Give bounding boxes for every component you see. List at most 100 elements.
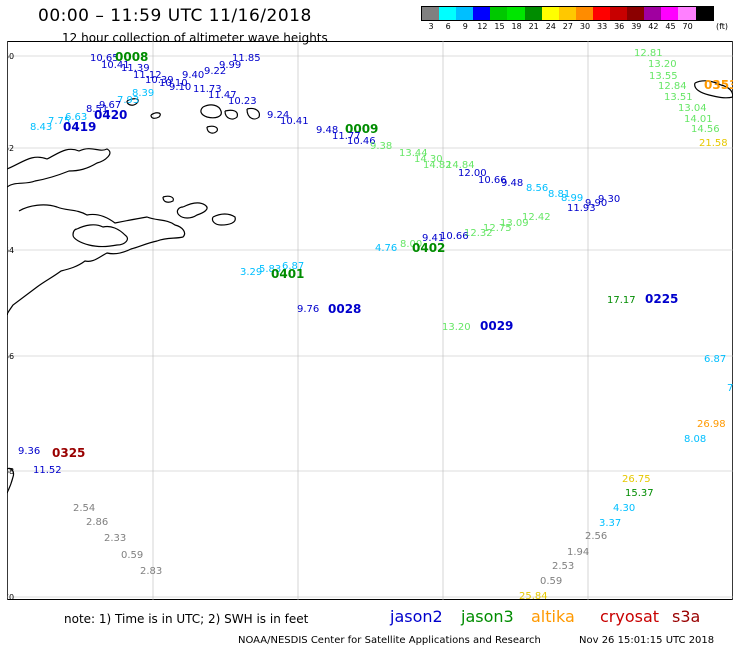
wave-height-label: 13.51 <box>664 92 693 103</box>
coastline-island-7 <box>206 125 218 134</box>
coastline-island-9 <box>7 467 15 494</box>
colorbar-tick-label: 45 <box>665 22 676 31</box>
wave-height-label: 17.17 <box>607 295 636 306</box>
wave-height-label: 14.84 <box>446 160 475 171</box>
wave-height-label: 12.42 <box>522 212 551 223</box>
colorbar-swatch <box>541 7 559 20</box>
colorbar-swatch <box>524 7 542 20</box>
colorbar-tick-label: 42 <box>648 22 659 31</box>
colorbar-swatch <box>610 7 628 20</box>
colorbar-swatch <box>592 7 611 20</box>
colorbar-tick-label: 33 <box>597 22 608 31</box>
wave-height-label: 6.87 <box>282 261 304 272</box>
wave-height-label: 13.44 <box>399 148 428 159</box>
wave-height-label: 10.66 <box>478 175 507 186</box>
wave-height-label: 9.41 <box>422 233 444 244</box>
wave-height-label: 4.76 <box>375 243 397 254</box>
legend-cryosat: cryosat <box>600 607 660 626</box>
coastline <box>7 80 733 494</box>
wave-height-label: 13.20 <box>648 59 677 70</box>
colorbar-swatch <box>575 7 593 20</box>
wave-height-label: 9.99 <box>219 60 241 71</box>
wave-height-label: 12.81 <box>634 48 663 59</box>
wave-height-label: 8.56 <box>526 183 548 194</box>
wave-height-label: 12.00 <box>458 168 487 179</box>
colorbar-swatch <box>422 7 440 20</box>
pass-time-label: 0402 <box>412 241 445 255</box>
wave-height-label: 13.55 <box>649 71 678 82</box>
wave-height-label: 9.38 <box>370 141 392 152</box>
latitude-label: -64 <box>7 246 14 255</box>
wave-height-label: 26.98 <box>697 419 726 430</box>
colorbar-tick-label: 39 <box>631 22 642 31</box>
wave-height-label: 15.37 <box>625 488 654 499</box>
coastline-island-4 <box>211 213 236 226</box>
wave-height-label: 12.75 <box>483 223 512 234</box>
legend-jason2: jason2 <box>390 607 443 626</box>
wave-height-label: 12.84 <box>658 81 687 92</box>
pass-time-label: 0009 <box>345 122 378 136</box>
wave-height-label: 14.30 <box>414 154 443 165</box>
wave-height-label: 10.65 <box>90 53 119 64</box>
pass-time-label: 0225 <box>645 292 678 306</box>
wave-height-label: 1.94 <box>567 547 589 558</box>
coastline-island-1 <box>7 204 186 316</box>
wave-height-label: 2.83 <box>140 566 162 577</box>
pass-time-label: 0325 <box>52 446 85 460</box>
coastline-island-5 <box>162 195 174 203</box>
wave-height-label: 0.59 <box>121 550 143 561</box>
graticule: -60-62-64-66-68-70-60-57-54-51-48-45 <box>7 41 733 601</box>
wave-height-label: 4.30 <box>613 503 635 514</box>
colorbar-tick-label: 15 <box>494 22 505 31</box>
colorbar-tick-label: (ft) <box>716 22 729 31</box>
colorbar-swatch <box>627 7 645 20</box>
wave-height-label: 3.29 <box>240 267 262 278</box>
wave-height-label: 11.77 <box>332 131 361 142</box>
wave-height-label: 11.52 <box>33 465 62 476</box>
wave-height-label: 13.20 <box>442 322 471 333</box>
colorbar-tick-label: 18 <box>511 22 522 31</box>
colorbar-swatch <box>644 7 662 20</box>
legend-s3a: s3a <box>672 607 701 626</box>
wave-height-label: 7.75 <box>48 116 70 127</box>
pass-time-label: 0353 <box>704 78 733 92</box>
colorbar-tick-label: 27 <box>562 22 573 31</box>
wave-height-label: 9.67 <box>99 100 121 111</box>
wave-height-label: 9.40 <box>182 70 204 81</box>
colorbar-tick-label: 12 <box>477 22 488 31</box>
wave-height-label: 25.84 <box>519 591 548 601</box>
colorbar-swatch <box>473 7 491 20</box>
colorbar-tick-label: 9 <box>462 22 468 31</box>
wave-height-label: 7.93 <box>117 95 139 106</box>
wave-height-label: 9.76 <box>297 304 319 315</box>
wave-height-label: 8.39 <box>132 88 154 99</box>
wave-height-label: 2.56 <box>585 531 607 542</box>
coastline-island-8 <box>694 80 733 99</box>
latitude-label: -66 <box>7 352 14 361</box>
colorbar-swatch <box>678 7 696 20</box>
coastline-island-2 <box>72 224 129 248</box>
wave-height-label: 12.32 <box>464 228 493 239</box>
wave-height-label: 9.30 <box>598 194 620 205</box>
pass-time-label: 0008 <box>115 50 148 64</box>
wave-height-label: 9.48 <box>316 125 338 136</box>
wave-height-label: 11.39 <box>121 63 150 74</box>
wave-height-label: 11.12 <box>133 70 162 81</box>
wave-height-label: 9.36 <box>18 446 40 457</box>
wave-height-label: 6.63 <box>65 112 87 123</box>
pass-time-label: 0028 <box>328 302 361 316</box>
wave-height-label: 11.47 <box>208 90 237 101</box>
wave-height-label: 9.24 <box>267 110 289 121</box>
colorbar-tick-label: 70 <box>682 22 693 31</box>
footer-date: Nov 26 15:01:15 UTC 2018 <box>579 635 715 646</box>
wave-height-label: 10.41 <box>101 60 130 71</box>
wave-height-label: 14.56 <box>691 124 720 135</box>
legend-altika: altika <box>531 607 575 626</box>
pass-time-label: 0401 <box>271 267 304 281</box>
colorbar-tick-label: 36 <box>614 22 625 31</box>
wave-height-label: 8.99 <box>561 193 583 204</box>
wave-height-label: 2.86 <box>86 517 108 528</box>
latitude-label: -60 <box>7 52 14 61</box>
colorbar <box>421 6 714 21</box>
legend-jason3: jason3 <box>461 607 514 626</box>
